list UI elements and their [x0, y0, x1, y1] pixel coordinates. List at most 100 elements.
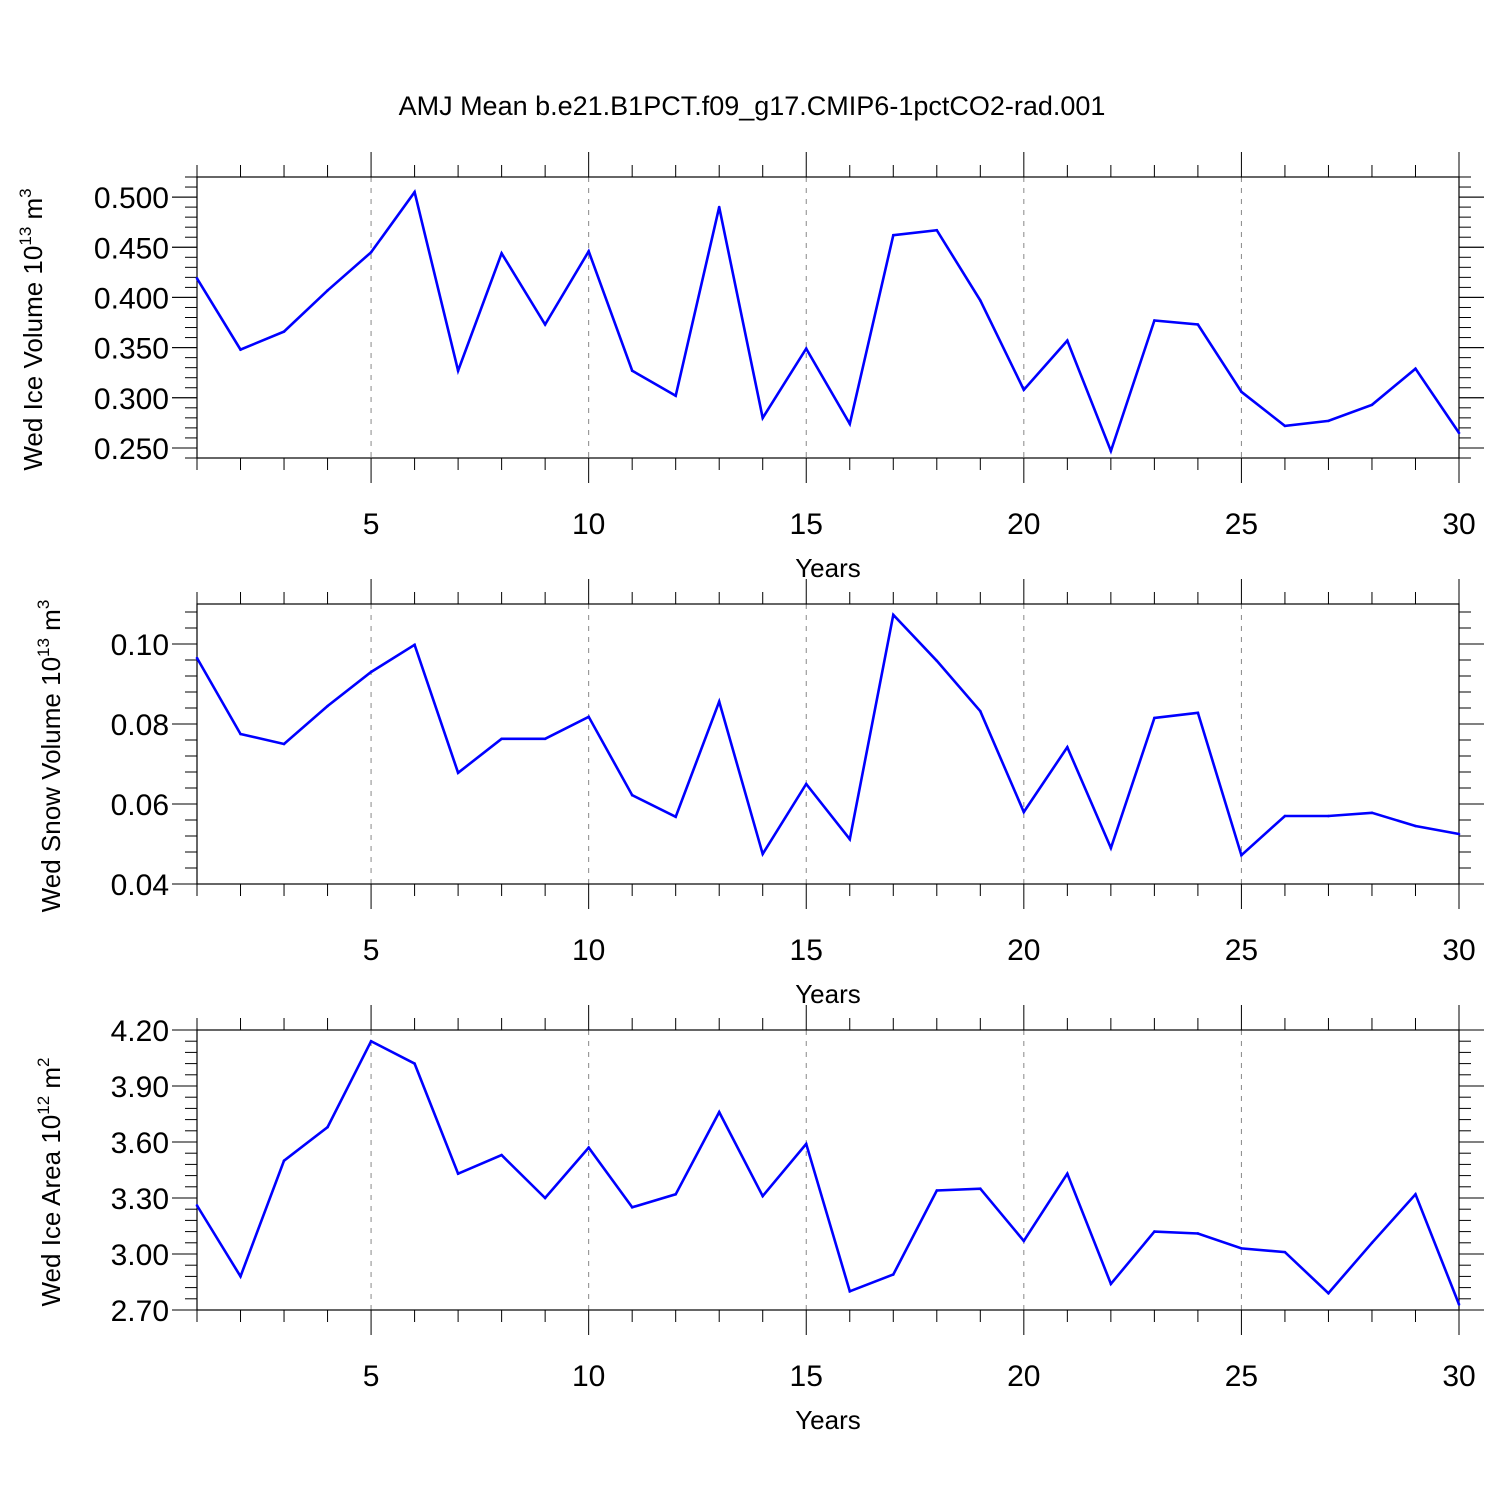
- y-axis-label: Wed Snow Volume 1013 m3: [34, 600, 66, 913]
- x-tick-label: 25: [1225, 508, 1258, 541]
- x-tick-label: 30: [1442, 1360, 1475, 1393]
- y-tick-label: 0.10: [111, 629, 169, 662]
- x-tick-label: 5: [363, 934, 380, 967]
- data-point: [674, 394, 677, 398]
- data-point: [1066, 745, 1069, 749]
- data-point: [369, 670, 373, 674]
- data-point: [1457, 1303, 1461, 1306]
- data-point: [1283, 814, 1287, 818]
- data-point: [891, 1273, 895, 1276]
- chart-panel-1: 0.250 0.300 0.350 0.400 0.450 0.500 5 10 15 20 25 3…: [16, 152, 1484, 583]
- y-axis-label: Wed Ice Volume 1013 m3: [16, 188, 48, 470]
- data-point: [239, 732, 242, 736]
- x-tick-label: 20: [1007, 508, 1040, 541]
- data-point: [1240, 1247, 1243, 1250]
- x-axis-label: Years: [795, 1405, 861, 1435]
- x-tick-label: 10: [572, 1360, 605, 1393]
- data-point: [1327, 1291, 1330, 1295]
- data-point: [1457, 832, 1461, 836]
- data-point: [195, 1204, 199, 1207]
- panels: 0.250 0.300 0.350 0.400 0.450 0.500 5 10 15 20 25 3…: [16, 152, 1484, 1435]
- data-point: [543, 737, 547, 741]
- data-point: [1414, 824, 1417, 828]
- data-point: [413, 643, 416, 647]
- data-point: [413, 1062, 416, 1065]
- x-axis-label: Years: [795, 979, 861, 1009]
- y-tick-label: 3.60: [111, 1127, 169, 1160]
- x-tick-label: 25: [1225, 1360, 1258, 1393]
- plot-frame: [196, 1029, 1460, 1311]
- x-tick-label: 5: [363, 1360, 380, 1393]
- data-point: [1327, 419, 1330, 423]
- data-point: [1022, 810, 1026, 814]
- data-point: [804, 347, 808, 350]
- data-point: [326, 289, 329, 292]
- data-point: [1457, 431, 1461, 435]
- data-point: [282, 330, 286, 333]
- x-tick-label: 20: [1007, 1360, 1040, 1393]
- chart-panel-3: 2.70 3.00 3.30 3.60 3.90 4.20 5 10 15 20 25 30 Years…: [34, 1005, 1484, 1435]
- data-point: [326, 704, 329, 708]
- data-point: [674, 1192, 677, 1196]
- data-point: [456, 369, 460, 372]
- data-point: [935, 228, 939, 232]
- data-point: [630, 369, 634, 372]
- data-point: [1153, 716, 1156, 720]
- data-point: [413, 190, 416, 194]
- data-point: [717, 700, 721, 703]
- data-point: [239, 348, 242, 351]
- x-tick-label: 10: [572, 508, 605, 541]
- data-point: [587, 715, 590, 719]
- data-point: [979, 1187, 982, 1190]
- data-point: [979, 709, 982, 713]
- data-point: [1370, 1241, 1374, 1245]
- data-point: [630, 1206, 634, 1209]
- data-point: [1370, 403, 1374, 407]
- data-point: [1109, 1282, 1113, 1286]
- y-tick-label: 3.90: [111, 1071, 169, 1104]
- y-tick-label: 0.500: [94, 182, 169, 215]
- plot-frame: [196, 603, 1460, 885]
- data-point: [195, 277, 199, 280]
- data-point: [717, 1110, 721, 1114]
- x-tick-label: 25: [1225, 934, 1258, 967]
- x-axis-label: Years: [795, 553, 861, 583]
- data-point: [326, 1125, 329, 1129]
- data-point: [1327, 814, 1330, 818]
- data-point: [195, 656, 199, 660]
- data-point: [543, 323, 547, 326]
- data-point: [804, 1142, 808, 1146]
- data-point: [1153, 1230, 1156, 1233]
- x-tick-label: 5: [363, 508, 380, 541]
- data-point: [1414, 1192, 1417, 1196]
- data-point: [500, 1153, 503, 1157]
- chart-panel-2: 0.04 0.06 0.08 0.10 5 10 15 20 25 30 Years Wed Snow…: [34, 579, 1484, 1009]
- data-point: [369, 1039, 373, 1043]
- data-point: [761, 416, 765, 420]
- data-point: [282, 742, 286, 746]
- data-point: [456, 771, 460, 775]
- data-point: [674, 815, 677, 819]
- data-point: [369, 250, 373, 254]
- data-point: [239, 1275, 242, 1278]
- data-point: [1196, 323, 1200, 326]
- data-point: [282, 1159, 286, 1162]
- x-tick-label: 20: [1007, 934, 1040, 967]
- data-point: [1066, 339, 1069, 342]
- y-tick-label: 0.08: [111, 709, 169, 742]
- x-tick-label: 10: [572, 934, 605, 967]
- y-tick-label: 0.250: [94, 433, 169, 466]
- data-point: [1196, 711, 1200, 715]
- data-point: [456, 1172, 460, 1176]
- data-point: [848, 1290, 852, 1293]
- data-point: [1370, 811, 1374, 815]
- series-line: [195, 612, 1460, 858]
- data-point: [717, 205, 721, 209]
- figure-title: AMJ Mean b.e21.B1PCT.f09_g17.CMIP6-1pctC…: [399, 91, 1106, 121]
- data-point: [1022, 388, 1026, 392]
- data-point: [1109, 449, 1113, 453]
- data-point: [1240, 390, 1243, 394]
- y-tick-label: 0.400: [94, 282, 169, 315]
- x-tick-label: 15: [790, 1360, 823, 1393]
